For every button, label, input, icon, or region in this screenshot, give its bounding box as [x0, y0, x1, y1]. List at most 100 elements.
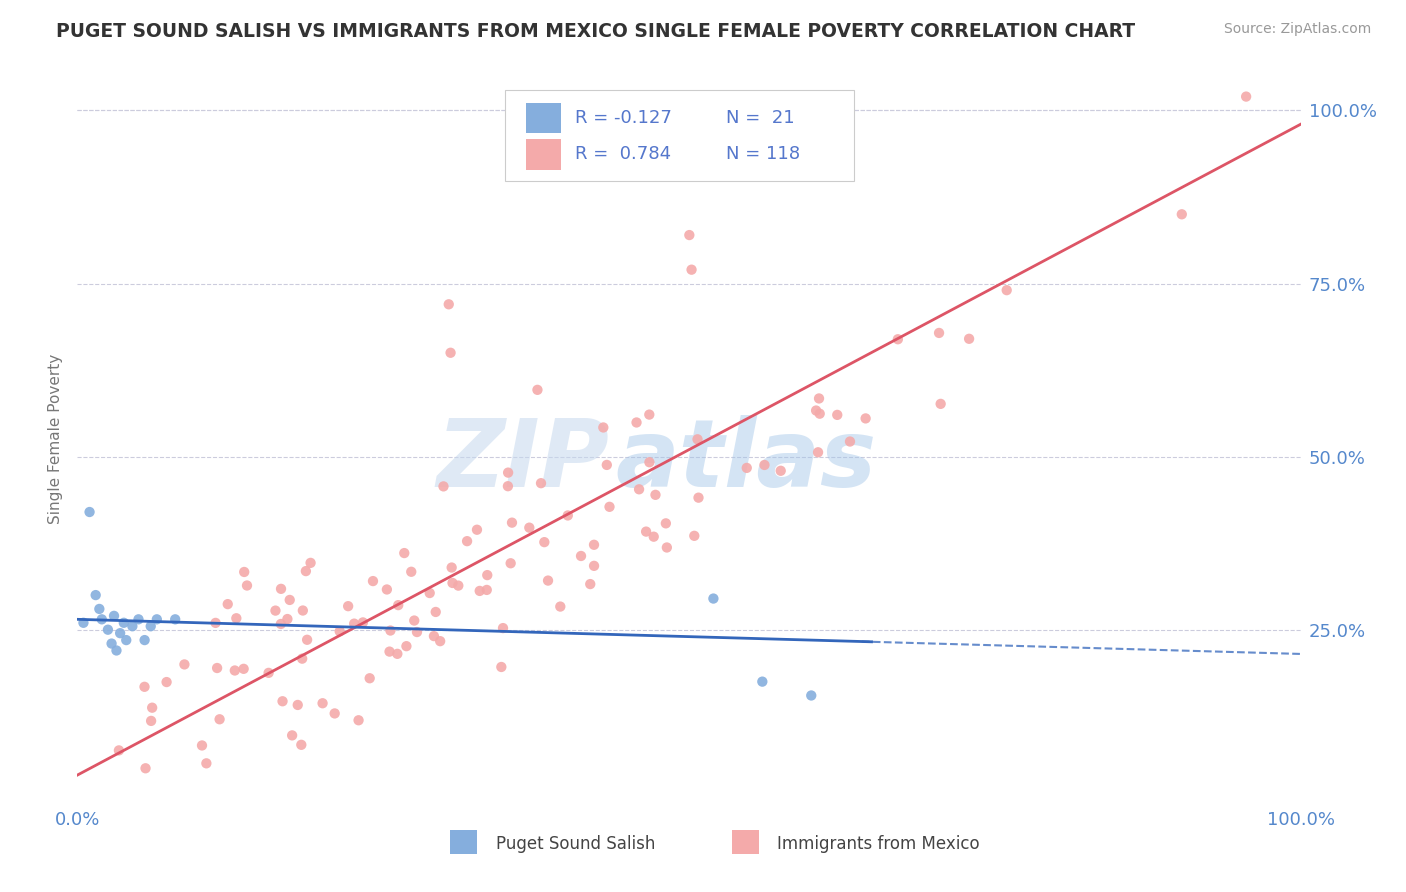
Point [394, 546, 416, 560]
Point [401, 565, 423, 579]
Point [808, 392, 831, 406]
Point [295, 632, 318, 647]
Text: Source: ZipAtlas.com: Source: ZipAtlas.com [1223, 22, 1371, 37]
Point [468, 583, 491, 598]
Point [375, 582, 398, 597]
Point [808, 407, 831, 421]
Point [419, 586, 441, 600]
Point [291, 651, 314, 665]
Point [103, 608, 125, 623]
Text: ZIP: ZIP [436, 415, 609, 508]
Point [517, 521, 540, 535]
Point [643, 530, 665, 544]
Point [569, 549, 592, 563]
Y-axis label: Single Female Poverty: Single Female Poverty [48, 354, 63, 524]
Point [404, 614, 426, 628]
FancyBboxPatch shape [506, 90, 853, 181]
Point [681, 262, 703, 277]
Text: N = 118: N = 118 [725, 145, 800, 163]
Point [165, 612, 187, 626]
Point [89, 602, 111, 616]
Point [477, 568, 499, 582]
Point [146, 612, 169, 626]
Point [195, 756, 218, 771]
Point [441, 576, 464, 591]
Point [437, 297, 460, 311]
Bar [526, 103, 561, 133]
Point [139, 714, 162, 728]
Text: R = -0.127: R = -0.127 [575, 109, 672, 127]
Point [456, 534, 478, 549]
Point [496, 479, 519, 493]
Point [108, 626, 131, 640]
Point [550, 599, 572, 614]
Text: R =  0.784: R = 0.784 [575, 145, 671, 163]
Point [465, 523, 488, 537]
Point [425, 605, 447, 619]
Point [323, 706, 346, 721]
Point [72, 615, 94, 630]
Point [299, 556, 322, 570]
Point [361, 574, 384, 588]
Point [769, 464, 792, 478]
Point [79, 505, 101, 519]
Point [236, 578, 259, 592]
Point [134, 680, 156, 694]
Point [291, 603, 314, 617]
Point [800, 689, 823, 703]
Point [311, 696, 333, 710]
Point [638, 455, 661, 469]
Point [295, 564, 318, 578]
Point [329, 624, 352, 639]
Point [271, 694, 294, 708]
Point [447, 579, 470, 593]
Point [134, 633, 156, 648]
Point [378, 644, 401, 658]
Point [100, 636, 122, 650]
Point [825, 408, 848, 422]
Point [678, 228, 700, 243]
Point [208, 712, 231, 726]
Point [626, 416, 648, 430]
Point [127, 612, 149, 626]
Point [582, 538, 605, 552]
Point [264, 604, 287, 618]
Point [496, 466, 519, 480]
Text: Immigrants from Mexico: Immigrants from Mexico [778, 835, 980, 853]
Point [112, 615, 135, 630]
Point [225, 611, 247, 625]
Point [596, 458, 619, 472]
Point [537, 574, 560, 588]
Point [887, 332, 910, 346]
Point [655, 541, 678, 555]
Point [387, 647, 409, 661]
Point [475, 582, 498, 597]
Point [807, 445, 830, 459]
Point [429, 634, 451, 648]
Point [108, 743, 131, 757]
Point [406, 625, 429, 640]
Text: PUGET SOUND SALISH VS IMMIGRANTS FROM MEXICO SINGLE FEMALE POVERTY CORRELATION C: PUGET SOUND SALISH VS IMMIGRANTS FROM ME… [56, 22, 1136, 41]
Point [636, 524, 658, 539]
Point [432, 479, 454, 493]
Point [141, 700, 163, 714]
Point [686, 432, 709, 446]
Point [526, 383, 548, 397]
Point [439, 345, 461, 359]
Point [644, 488, 666, 502]
Point [855, 411, 877, 425]
Point [270, 617, 292, 632]
Point [995, 283, 1018, 297]
Point [501, 516, 523, 530]
Point [592, 420, 614, 434]
Point [90, 612, 112, 626]
Point [530, 476, 553, 491]
Point [217, 597, 239, 611]
Point [735, 461, 758, 475]
Point [135, 761, 157, 775]
Point [343, 616, 366, 631]
Point [655, 516, 678, 531]
Point [97, 623, 120, 637]
Point [957, 332, 980, 346]
Point [1234, 89, 1257, 103]
